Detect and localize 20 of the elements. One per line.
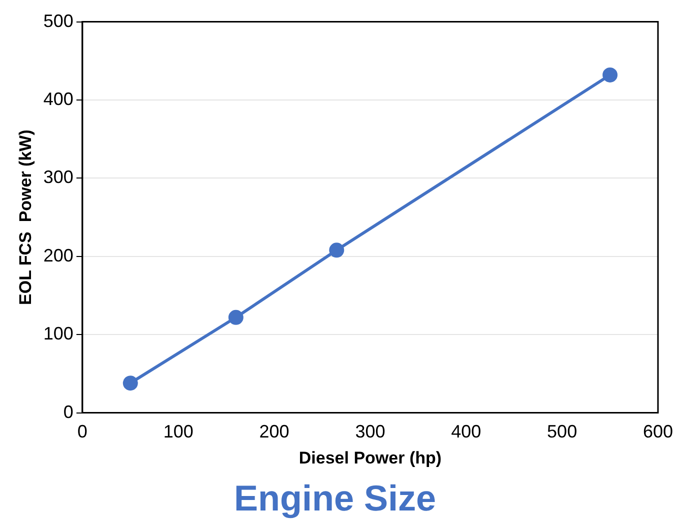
x-tick-label: 100 (163, 422, 194, 442)
x-tick-label: 0 (77, 422, 88, 442)
y-tick-label: 500 (43, 10, 74, 31)
x-tick-label: 200 (259, 422, 290, 442)
x-axis-title: Diesel Power (hp) (298, 448, 442, 468)
y-axis-title: EOL FCS Power (kW) (16, 130, 35, 305)
point (228, 310, 244, 325)
point (602, 67, 618, 82)
x-tick-label: 300 (355, 422, 386, 442)
y-tick-label: 100 (43, 324, 74, 344)
y-tick-label: 200 (43, 245, 74, 266)
y-tick-label: 400 (43, 88, 74, 109)
x-tick-label: 500 (547, 422, 578, 442)
x-tick-label: 600 (642, 422, 674, 442)
x-tick-label: 400 (451, 422, 482, 442)
text: Engine Size (234, 477, 436, 518)
y-tick-label: 0 (63, 402, 74, 422)
point (122, 376, 138, 391)
point (329, 242, 344, 258)
y-tick-label: 300 (43, 167, 74, 188)
